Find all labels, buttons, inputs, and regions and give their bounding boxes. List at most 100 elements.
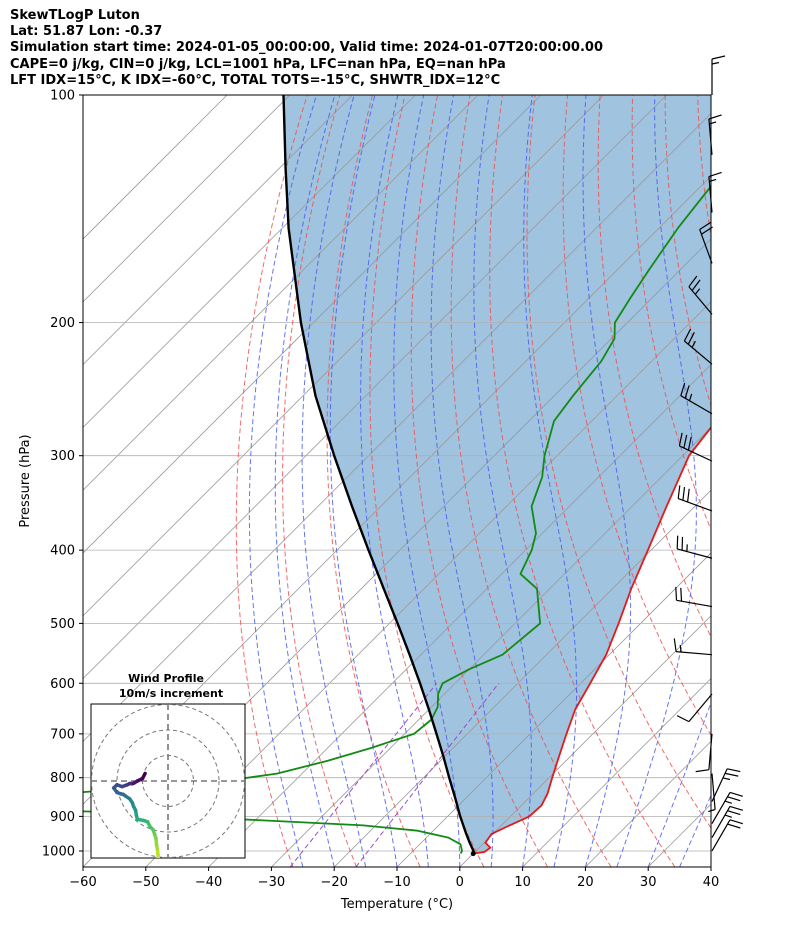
wind-barb-flag: [727, 810, 741, 816]
wind-barb: [676, 535, 713, 559]
wind-barb-staff: [711, 773, 716, 810]
wind-barb: [711, 805, 743, 838]
x-tick-label: 0: [456, 875, 464, 890]
wind-barb-flag: [699, 221, 712, 231]
wind-barb: [677, 485, 713, 512]
wind-barb: [711, 791, 743, 824]
wind-barb-half-flag: [691, 340, 696, 348]
hodograph-title: Wind Profile: [128, 672, 204, 685]
hodograph-segment: [140, 771, 147, 781]
isotherm-10: [522, 678, 711, 867]
isotherm--120: [83, 95, 479, 491]
wind-barb-staff: [680, 395, 713, 415]
wind-barb-half-flag: [694, 288, 701, 295]
wind-barb-flag: [676, 715, 690, 723]
wind-barb: [711, 819, 743, 852]
plot-area: [83, 95, 794, 867]
dry-adiabat: [235, 95, 308, 867]
dry-adiabat: [631, 95, 711, 531]
mixing-ratio-line: [355, 682, 500, 867]
x-tick-label: 40: [703, 875, 720, 890]
wind-barb: [673, 638, 713, 656]
moist-adiabat: [329, 95, 398, 867]
isotherm--130: [83, 95, 416, 428]
y-tick-label: 200: [50, 316, 75, 331]
parcel-profile: [282, 95, 475, 854]
isotherm--110: [83, 95, 542, 554]
wind-barb-half-flag: [708, 808, 716, 813]
x-tick-label: −60: [69, 875, 96, 890]
wind-barb: [695, 733, 713, 773]
wind-barb-flag: [727, 768, 741, 773]
wind-barb-staff: [711, 819, 731, 852]
wind-barb-flag: [711, 55, 726, 60]
moist-adiabat: [647, 701, 711, 867]
wind-barb-flag: [678, 432, 683, 447]
wind-barb-flag: [680, 587, 683, 602]
wind-barb-flag: [683, 328, 692, 342]
y-tick-label: 500: [50, 617, 75, 632]
moist-adiabat: [360, 95, 429, 867]
wind-barb-staff: [708, 176, 713, 213]
x-tick-label: 30: [640, 875, 657, 890]
y-tick-label: 300: [50, 449, 75, 464]
wind-barb-half-flag: [709, 178, 717, 183]
wind-barb-flag: [673, 638, 677, 652]
wind-barb-flag: [683, 434, 688, 449]
x-tick-label: −30: [258, 875, 285, 890]
moist-adiabat: [430, 95, 494, 867]
x-tick-label: −50: [132, 875, 159, 890]
axes: −60 −50 −40 −30 −20 −10 0 10 20 30 40 100 200 300 400 5…: [42, 89, 719, 891]
wind-barb: [678, 432, 713, 462]
wind-barb-staff: [676, 651, 713, 656]
wind-barb: [688, 275, 713, 315]
wind-barb-half-flag: [688, 393, 693, 401]
dry-adiabat: [450, 95, 612, 867]
x-tick-label: −40: [195, 875, 222, 890]
y-tick-label: 800: [50, 771, 75, 786]
wind-barb-flag: [675, 586, 678, 601]
isotherm--10: [396, 552, 711, 867]
isotherm--50: [145, 301, 711, 867]
wind-barb-staff: [688, 693, 713, 722]
x-tick-label: 20: [577, 875, 594, 890]
x-tick-label: −20: [320, 875, 347, 890]
y-axis-label: Pressure (hPa): [18, 434, 33, 527]
isotherm--90: [83, 95, 667, 680]
y-tick-label: 700: [50, 727, 75, 742]
dry-adiabat: [763, 95, 794, 867]
wind-barb-flag: [724, 772, 739, 777]
hodograph-inset: Wind Profile 10m/s increment: [90, 672, 246, 859]
y-tick-label: 100: [50, 89, 75, 104]
y-tick-label: 900: [50, 810, 75, 825]
wind-barb: [675, 586, 713, 608]
temperature-profile: [473, 426, 711, 855]
wind-barb-staff: [699, 229, 713, 264]
wind-barb-flag: [687, 488, 690, 503]
time-line: Simulation start time: 2024-01-05_00:00:…: [10, 40, 603, 56]
moist-adiabat: [301, 95, 367, 867]
wind-barb-half-flag: [724, 800, 732, 804]
wind-barb: [711, 768, 741, 802]
wind-barb: [676, 693, 713, 723]
isotherm--20: [333, 489, 711, 867]
y-tick-label: 1000: [42, 844, 75, 859]
wind-barb-half-flag: [679, 644, 682, 653]
wind-barb-staff: [679, 445, 713, 462]
wind-barb-flag: [677, 485, 681, 499]
moist-adiabat: [616, 95, 697, 867]
moist-adiabat: [393, 95, 461, 867]
isotherm--160: [83, 95, 228, 240]
wind-barb-staff: [711, 806, 731, 838]
x-axis-label: Temperature (°C): [340, 897, 453, 912]
dry-adiabat: [369, 95, 485, 867]
cape-area: [283, 95, 711, 854]
wind-barb: [708, 773, 716, 813]
wind-barb: [708, 171, 722, 213]
isotherm-0: [459, 615, 711, 867]
moist-adiabat: [473, 95, 532, 867]
moist-adiabat: [274, 95, 336, 867]
parameters-line: CAPE=0 j/kg, CIN=0 j/kg, LCL=1001 hPa, L…: [10, 56, 506, 72]
moist-adiabat: [248, 95, 317, 867]
